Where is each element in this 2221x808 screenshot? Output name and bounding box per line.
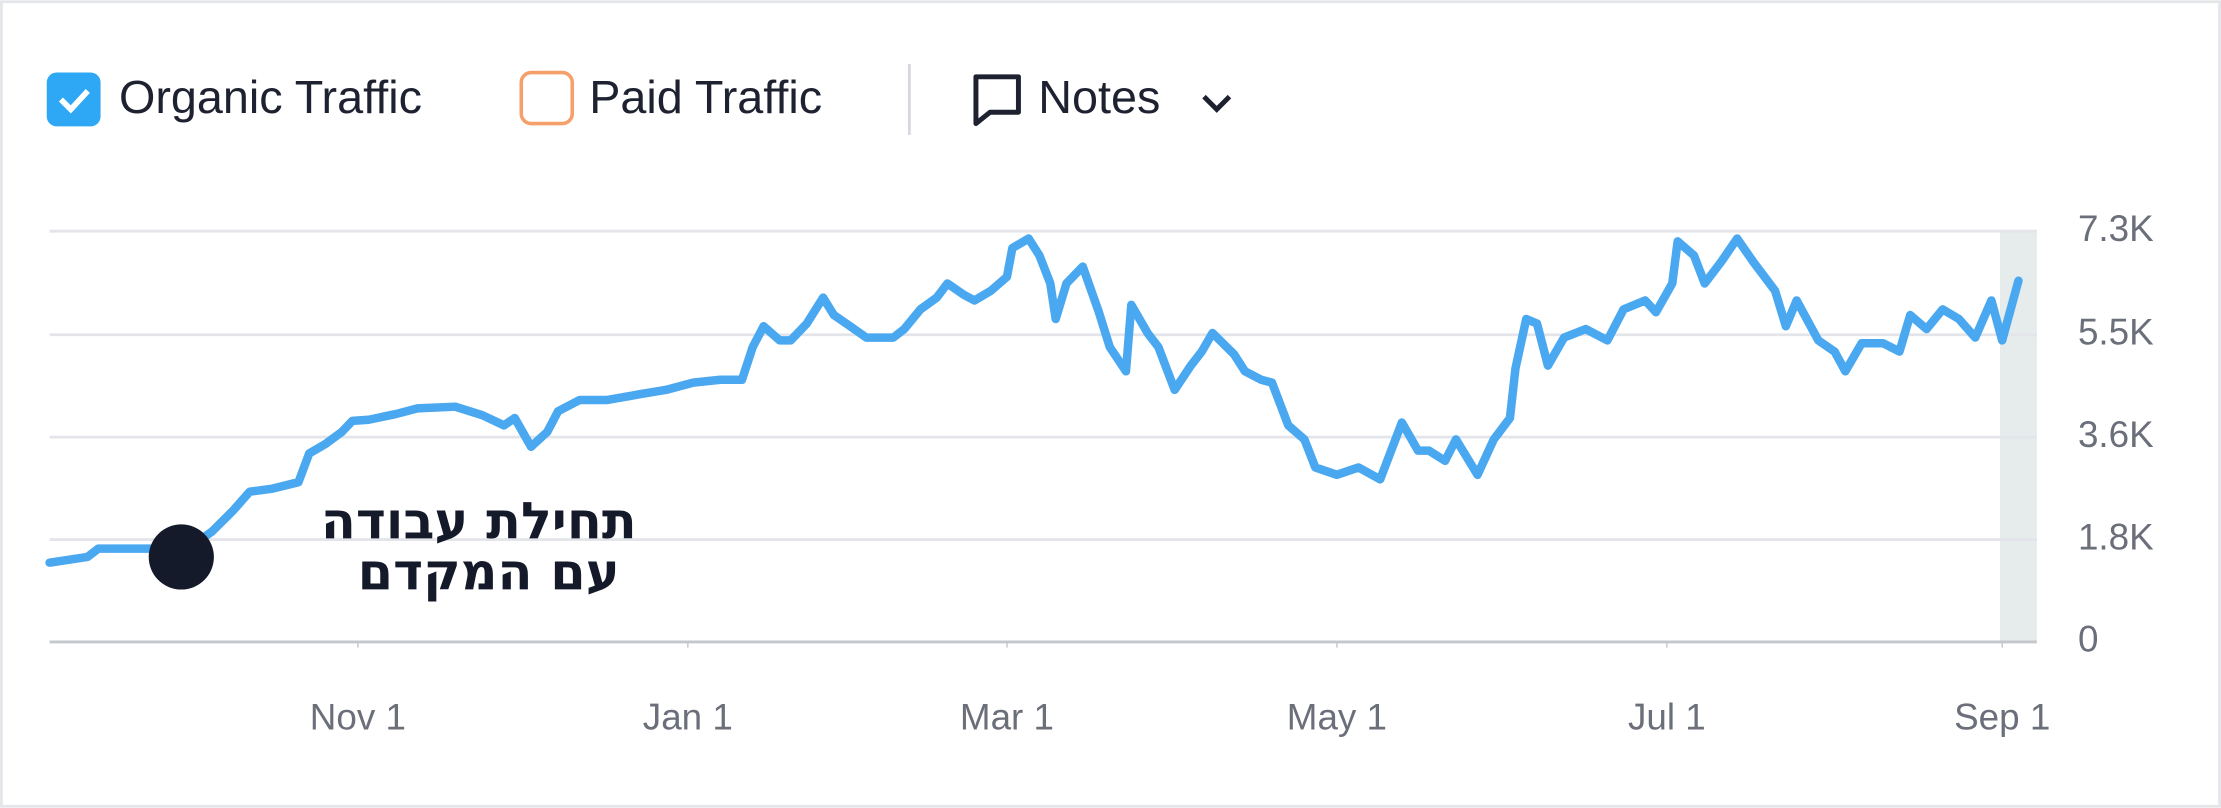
check-icon (58, 89, 90, 114)
x-tick-label: Sep 1 (1954, 697, 2050, 738)
y-tick-label: 7.3K (2078, 208, 2154, 249)
paid-toggle[interactable]: Paid Traffic (519, 70, 822, 126)
notes-icon (973, 74, 1021, 127)
notes-button[interactable]: Notes (973, 71, 1232, 127)
x-tick-label: Jul 1 (1628, 697, 1706, 738)
y-tick-label: 1.8K (2078, 516, 2154, 557)
y-tick-label: 5.5K (2078, 311, 2154, 352)
annotation: עם המקדם (358, 543, 620, 602)
x-tick-label: Jan 1 (643, 697, 733, 738)
x-tick-label: Nov 1 (310, 697, 406, 738)
checkbox[interactable] (519, 70, 575, 126)
x-tick-label: May 1 (1287, 697, 1387, 738)
organic-toggle[interactable]: Organic Traffic (46, 71, 422, 127)
annotation-dot (148, 524, 214, 590)
legend-label: Organic Traffic (119, 71, 422, 123)
x-tick-label: Mar 1 (960, 697, 1054, 738)
notes-label: Notes (1038, 71, 1160, 123)
chevron (1202, 94, 1232, 113)
y-tick-label: 0 (2078, 619, 2098, 660)
series-line (45, 234, 2023, 567)
y-tick-label: 3.6K (2078, 414, 2154, 455)
legend-label: Paid Traffic (589, 71, 822, 123)
annotation: תחילת עבודה (321, 492, 637, 551)
checkbox[interactable] (46, 72, 101, 127)
